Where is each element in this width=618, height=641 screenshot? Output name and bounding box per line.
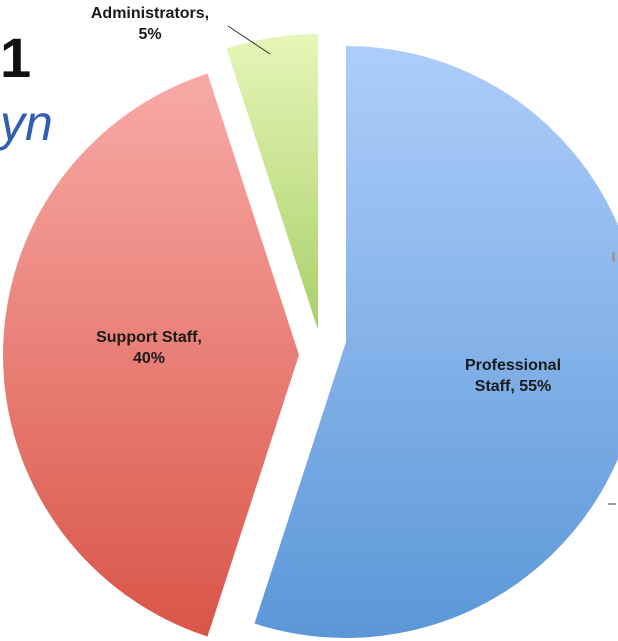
slice-label-professional-staff: Professional Staff, 55%	[465, 357, 561, 395]
edge-mark-top	[612, 252, 615, 262]
background-number-fragment: 1	[0, 26, 32, 89]
leader-line-administrators	[227, 25, 271, 55]
pie-slice-professional-staff	[254, 46, 618, 638]
background-italic-fragment: yn	[0, 95, 53, 151]
pie-slice-administrators	[226, 34, 318, 330]
edge-mark-bottom	[608, 503, 616, 505]
slice-label-administrators: Administrators, 5%	[91, 5, 209, 43]
pie-slice-support-staff	[3, 73, 300, 637]
slice-label-support-staff: Support Staff, 40%	[96, 329, 202, 367]
